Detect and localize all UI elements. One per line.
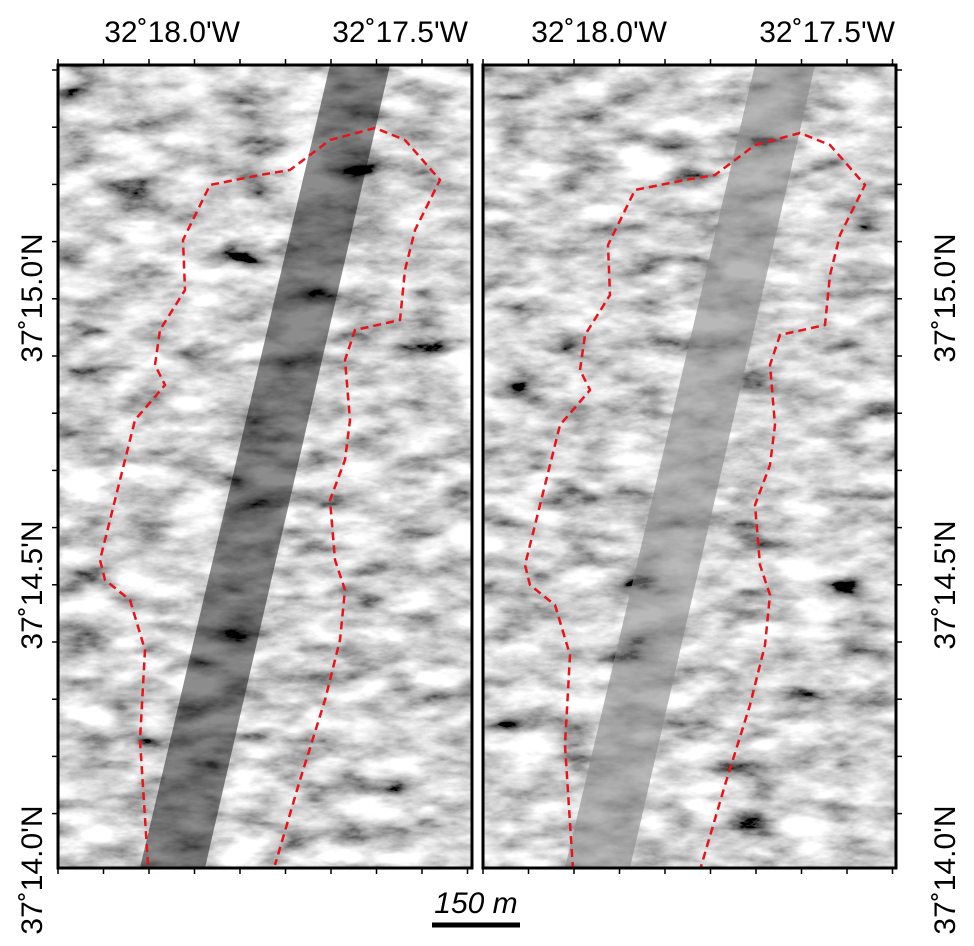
longitude-label: 32˚18.0'W xyxy=(104,16,240,49)
sonar-panel-right xyxy=(483,65,896,868)
latitude-label: 37˚14.5'N xyxy=(16,520,49,649)
frame xyxy=(481,63,898,870)
latitude-label: 37˚15.0'N xyxy=(929,233,962,362)
sonar-panel-left xyxy=(58,65,472,868)
latitude-label: 37˚14.5'N xyxy=(929,520,962,649)
longitude-label: 32˚18.0'W xyxy=(531,16,667,49)
scale-label: 150 m xyxy=(434,887,517,920)
longitude-label: 32˚17.5'W xyxy=(759,16,895,49)
latitude-label: 37˚14.0'N xyxy=(929,805,962,934)
latitude-label: 37˚14.0'N xyxy=(16,805,49,934)
frame xyxy=(56,63,474,870)
longitude-label: 32˚17.5'W xyxy=(332,16,468,49)
frame-ticks xyxy=(52,59,902,874)
latitude-label: 37˚15.0'N xyxy=(16,233,49,362)
